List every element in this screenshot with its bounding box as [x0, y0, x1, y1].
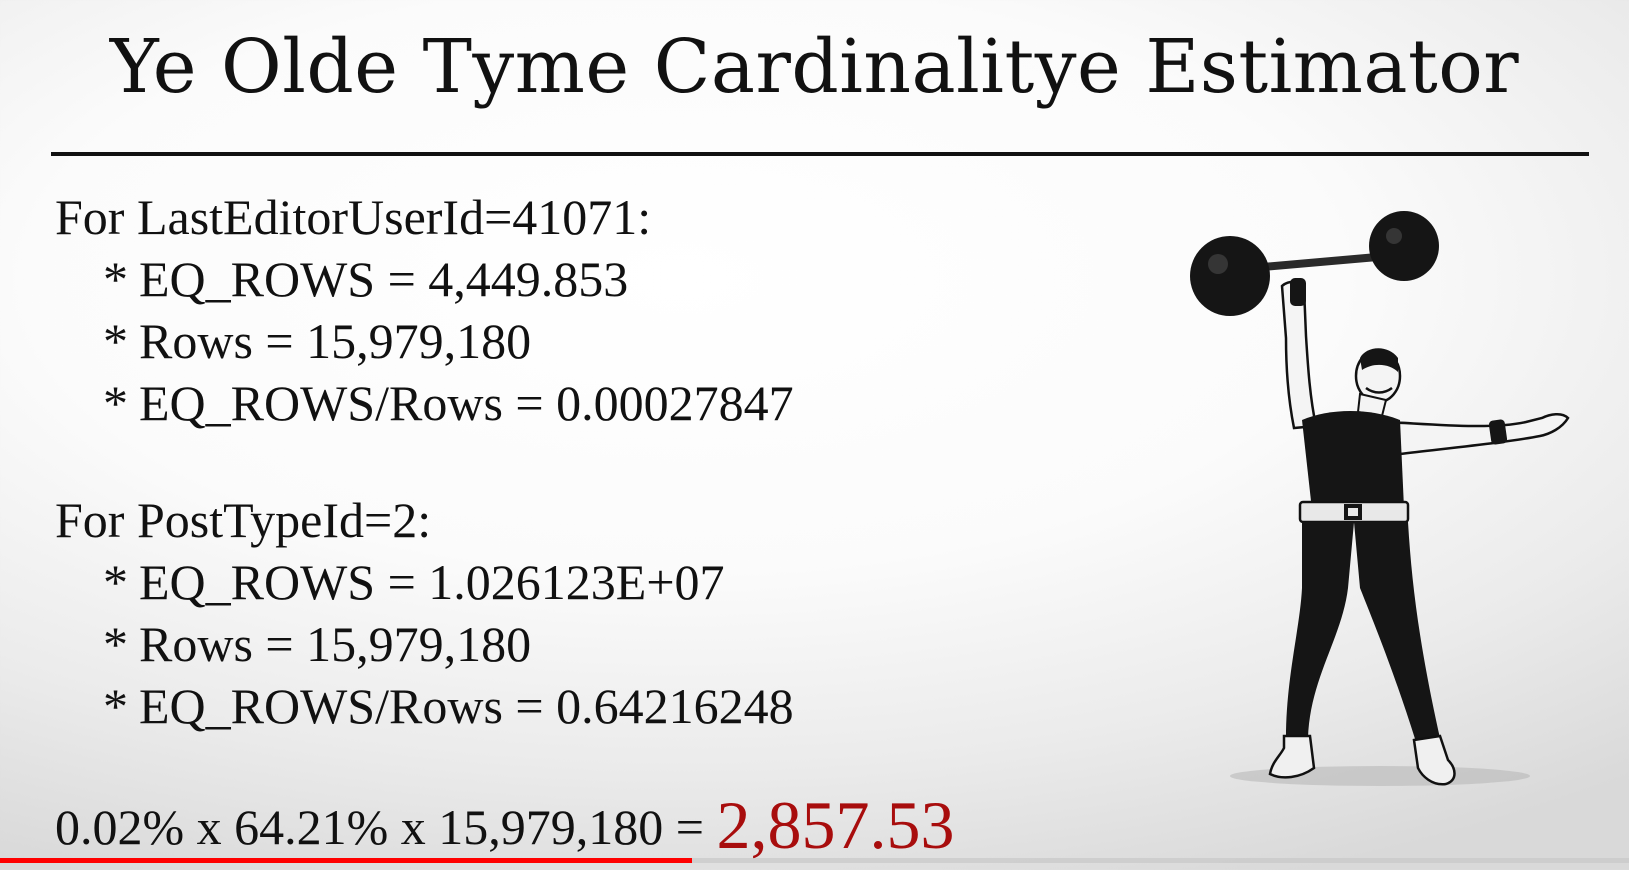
bullet-item: * EQ_ROWS = 1.026123E+07 [55, 551, 794, 613]
video-progress-bar[interactable] [0, 858, 1629, 863]
bullet-marker: * [103, 375, 128, 431]
bullet-text: EQ_ROWS = 1.026123E+07 [139, 554, 725, 610]
bullet-item: * Rows = 15,979,180 [55, 310, 794, 372]
video-progress-fill [0, 858, 693, 863]
section-post-type: For PostTypeId=2: * EQ_ROWS = 1.026123E+0… [55, 489, 794, 737]
slide-title: Ye Olde Tyme Cardinalitye Estimator [109, 24, 1520, 110]
formula-expression: 0.02% x 64.21% x 15,979,180 = [55, 799, 717, 855]
section-heading: For LastEditorUserId=41071: [55, 189, 652, 245]
bullet-text: EQ_ROWS/Rows = 0.64216248 [139, 678, 794, 734]
bullet-marker: * [103, 554, 128, 610]
bullet-text: Rows = 15,979,180 [139, 313, 532, 369]
section-last-editor: For LastEditorUserId=41071: * EQ_ROWS = 4… [55, 186, 794, 434]
bullet-text: EQ_ROWS = 4,449.853 [139, 251, 629, 307]
bullet-text: EQ_ROWS/Rows = 0.00027847 [139, 375, 794, 431]
bullet-item: * EQ_ROWS/Rows = 0.00027847 [55, 372, 794, 434]
bullet-marker: * [103, 313, 128, 369]
bullet-marker: * [103, 616, 128, 672]
bullet-item: * EQ_ROWS = 4,449.853 [55, 248, 794, 310]
estimate-formula: 0.02% x 64.21% x 15,979,180 = 2,857.53 [55, 791, 955, 859]
bullet-item: * EQ_ROWS/Rows = 0.64216248 [55, 675, 794, 737]
bullet-marker: * [103, 251, 128, 307]
formula-result: 2,857.53 [716, 787, 955, 863]
section-heading: For PostTypeId=2: [55, 492, 432, 548]
bullet-item: * Rows = 15,979,180 [55, 613, 794, 675]
strongman-lifting-barbell-icon [1190, 211, 1570, 786]
bullet-marker: * [103, 678, 128, 734]
title-divider [51, 152, 1589, 156]
bullet-text: Rows = 15,979,180 [139, 616, 532, 672]
